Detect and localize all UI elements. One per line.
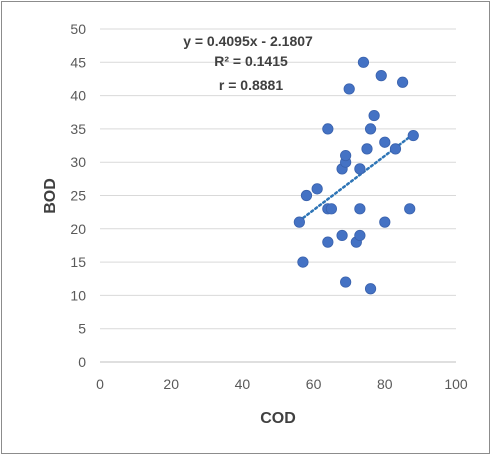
data-point bbox=[396, 76, 409, 88]
data-point bbox=[354, 229, 366, 242]
data-point bbox=[354, 163, 366, 175]
data-point bbox=[368, 109, 380, 122]
x-axis-title: COD bbox=[260, 410, 296, 427]
data-point bbox=[343, 83, 355, 95]
r-label: r = 0.8881 bbox=[219, 77, 283, 93]
data-point bbox=[300, 189, 313, 202]
x-tick-label: 60 bbox=[306, 376, 322, 392]
data-point bbox=[364, 283, 377, 295]
y-tick-label: 10 bbox=[70, 287, 86, 303]
y-tick-label: 20 bbox=[70, 221, 86, 237]
x-tick-labels: 0 20 40 60 80 100 bbox=[96, 376, 468, 392]
data-point bbox=[325, 203, 337, 215]
data-point bbox=[354, 203, 366, 215]
data-point bbox=[340, 149, 352, 162]
x-tick-label: 20 bbox=[163, 376, 179, 392]
data-point bbox=[404, 203, 416, 215]
r-squared-label: R² = 0.1415 bbox=[214, 53, 288, 69]
data-point bbox=[375, 70, 387, 82]
y-tick-label: 40 bbox=[70, 88, 86, 104]
y-axis-title: BOD bbox=[42, 178, 59, 214]
y-tick-label: 50 bbox=[70, 21, 86, 37]
data-point bbox=[364, 123, 377, 135]
y-tick-label: 25 bbox=[70, 188, 86, 204]
data-points bbox=[293, 56, 419, 295]
gridlines bbox=[100, 28, 456, 363]
y-tick-label: 5 bbox=[78, 321, 86, 337]
data-point bbox=[293, 216, 305, 228]
x-tick-label: 40 bbox=[235, 376, 251, 392]
y-tick-label: 0 bbox=[78, 354, 86, 370]
data-point bbox=[322, 123, 334, 135]
data-point bbox=[389, 143, 402, 155]
data-point bbox=[379, 216, 391, 228]
data-point bbox=[336, 229, 348, 242]
data-point bbox=[357, 56, 370, 68]
data-point bbox=[322, 236, 334, 248]
y-tick-label: 30 bbox=[70, 154, 86, 170]
x-tick-label: 100 bbox=[444, 376, 468, 392]
data-point bbox=[361, 143, 373, 155]
data-point bbox=[379, 136, 391, 148]
data-point bbox=[297, 256, 309, 268]
x-tick-label: 80 bbox=[377, 376, 393, 392]
y-tick-label: 45 bbox=[70, 54, 86, 70]
data-point bbox=[311, 183, 323, 195]
x-tick-label: 0 bbox=[96, 376, 104, 392]
y-tick-label: 35 bbox=[70, 121, 86, 137]
data-point bbox=[340, 276, 352, 288]
y-tick-label: 15 bbox=[70, 254, 86, 270]
equation-label: y = 0.4095x - 2.1807 bbox=[183, 33, 313, 49]
data-point bbox=[407, 129, 419, 142]
y-tick-labels: 0 5 10 15 20 25 30 35 40 45 50 bbox=[70, 21, 86, 370]
